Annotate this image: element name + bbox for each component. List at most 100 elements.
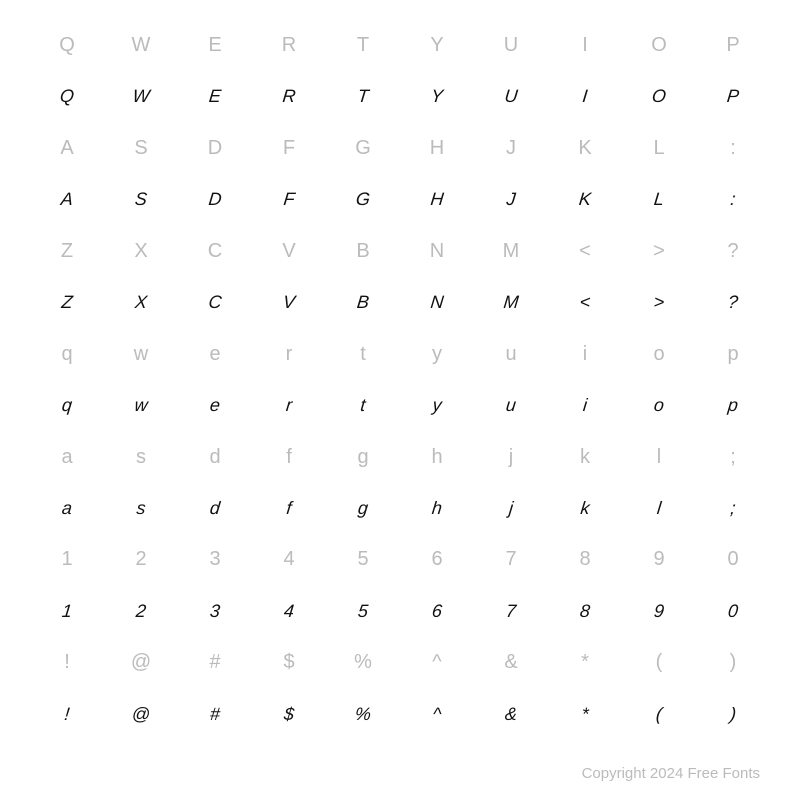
reference-glyph: B bbox=[326, 226, 400, 277]
reference-glyph: W bbox=[104, 20, 178, 71]
reference-glyph: e bbox=[178, 329, 252, 380]
reference-glyph: Q bbox=[30, 20, 104, 71]
sample-glyph: 9 bbox=[619, 586, 698, 637]
sample-glyph: $ bbox=[249, 689, 328, 740]
reference-glyph: 8 bbox=[548, 534, 622, 585]
reference-glyph: K bbox=[548, 123, 622, 174]
reference-glyph: y bbox=[400, 329, 474, 380]
sample-glyph: F bbox=[249, 174, 328, 225]
sample-glyph: N bbox=[397, 277, 476, 328]
reference-glyph: > bbox=[622, 226, 696, 277]
sample-glyph: e bbox=[175, 380, 254, 431]
reference-glyph: N bbox=[400, 226, 474, 277]
reference-glyph: I bbox=[548, 20, 622, 71]
sample-glyph: t bbox=[323, 380, 402, 431]
reference-glyph: H bbox=[400, 123, 474, 174]
reference-glyph: 6 bbox=[400, 534, 474, 585]
sample-glyph: 4 bbox=[249, 586, 328, 637]
reference-glyph: S bbox=[104, 123, 178, 174]
reference-glyph: w bbox=[104, 329, 178, 380]
reference-glyph: X bbox=[104, 226, 178, 277]
reference-glyph: A bbox=[30, 123, 104, 174]
sample-glyph: Y bbox=[397, 71, 476, 122]
sample-glyph: X bbox=[101, 277, 180, 328]
reference-glyph: u bbox=[474, 329, 548, 380]
reference-glyph: f bbox=[252, 431, 326, 482]
reference-glyph: M bbox=[474, 226, 548, 277]
reference-glyph: T bbox=[326, 20, 400, 71]
sample-glyph: D bbox=[175, 174, 254, 225]
sample-glyph: G bbox=[323, 174, 402, 225]
reference-glyph: a bbox=[30, 431, 104, 482]
sample-glyph: ? bbox=[693, 277, 772, 328]
sample-glyph: 6 bbox=[397, 586, 476, 637]
sample-glyph: 5 bbox=[323, 586, 402, 637]
sample-glyph: # bbox=[175, 689, 254, 740]
sample-glyph: i bbox=[545, 380, 624, 431]
sample-glyph: p bbox=[693, 380, 772, 431]
reference-glyph: d bbox=[178, 431, 252, 482]
sample-glyph: ^ bbox=[397, 689, 476, 740]
sample-glyph: % bbox=[323, 689, 402, 740]
reference-glyph: 1 bbox=[30, 534, 104, 585]
reference-glyph: l bbox=[622, 431, 696, 482]
sample-glyph: C bbox=[175, 277, 254, 328]
sample-glyph: E bbox=[175, 71, 254, 122]
sample-glyph: R bbox=[249, 71, 328, 122]
sample-glyph: 1 bbox=[27, 586, 106, 637]
reference-glyph: j bbox=[474, 431, 548, 482]
reference-glyph: i bbox=[548, 329, 622, 380]
sample-glyph: W bbox=[101, 71, 180, 122]
reference-glyph: ( bbox=[622, 637, 696, 688]
sample-glyph: L bbox=[619, 174, 698, 225]
reference-glyph: : bbox=[696, 123, 770, 174]
reference-glyph: R bbox=[252, 20, 326, 71]
reference-glyph: 0 bbox=[696, 534, 770, 585]
reference-glyph: k bbox=[548, 431, 622, 482]
reference-glyph: * bbox=[548, 637, 622, 688]
reference-glyph: r bbox=[252, 329, 326, 380]
reference-glyph: # bbox=[178, 637, 252, 688]
sample-glyph: w bbox=[101, 380, 180, 431]
reference-glyph: < bbox=[548, 226, 622, 277]
reference-glyph: D bbox=[178, 123, 252, 174]
reference-glyph: ? bbox=[696, 226, 770, 277]
sample-glyph: T bbox=[323, 71, 402, 122]
reference-glyph: Z bbox=[30, 226, 104, 277]
sample-glyph: j bbox=[471, 483, 550, 534]
reference-glyph: ! bbox=[30, 637, 104, 688]
sample-glyph: 8 bbox=[545, 586, 624, 637]
reference-glyph: P bbox=[696, 20, 770, 71]
sample-glyph: B bbox=[323, 277, 402, 328]
sample-glyph: ; bbox=[693, 483, 772, 534]
sample-glyph: l bbox=[619, 483, 698, 534]
sample-glyph: k bbox=[545, 483, 624, 534]
sample-glyph: Z bbox=[27, 277, 106, 328]
sample-glyph: Q bbox=[27, 71, 106, 122]
sample-glyph: P bbox=[693, 71, 772, 122]
sample-glyph: H bbox=[397, 174, 476, 225]
reference-glyph: 3 bbox=[178, 534, 252, 585]
sample-glyph: * bbox=[545, 689, 624, 740]
reference-glyph: 4 bbox=[252, 534, 326, 585]
sample-glyph: J bbox=[471, 174, 550, 225]
reference-glyph: $ bbox=[252, 637, 326, 688]
reference-glyph: G bbox=[326, 123, 400, 174]
reference-glyph: O bbox=[622, 20, 696, 71]
sample-glyph: s bbox=[101, 483, 180, 534]
sample-glyph: > bbox=[619, 277, 698, 328]
sample-glyph: U bbox=[471, 71, 550, 122]
sample-glyph: @ bbox=[101, 689, 180, 740]
sample-glyph: ( bbox=[619, 689, 698, 740]
sample-glyph: 2 bbox=[101, 586, 180, 637]
sample-glyph: g bbox=[323, 483, 402, 534]
sample-glyph: I bbox=[545, 71, 624, 122]
sample-glyph: r bbox=[249, 380, 328, 431]
reference-glyph: ) bbox=[696, 637, 770, 688]
reference-glyph: 9 bbox=[622, 534, 696, 585]
reference-glyph: ; bbox=[696, 431, 770, 482]
reference-glyph: U bbox=[474, 20, 548, 71]
reference-glyph: @ bbox=[104, 637, 178, 688]
sample-glyph: 7 bbox=[471, 586, 550, 637]
sample-glyph: o bbox=[619, 380, 698, 431]
